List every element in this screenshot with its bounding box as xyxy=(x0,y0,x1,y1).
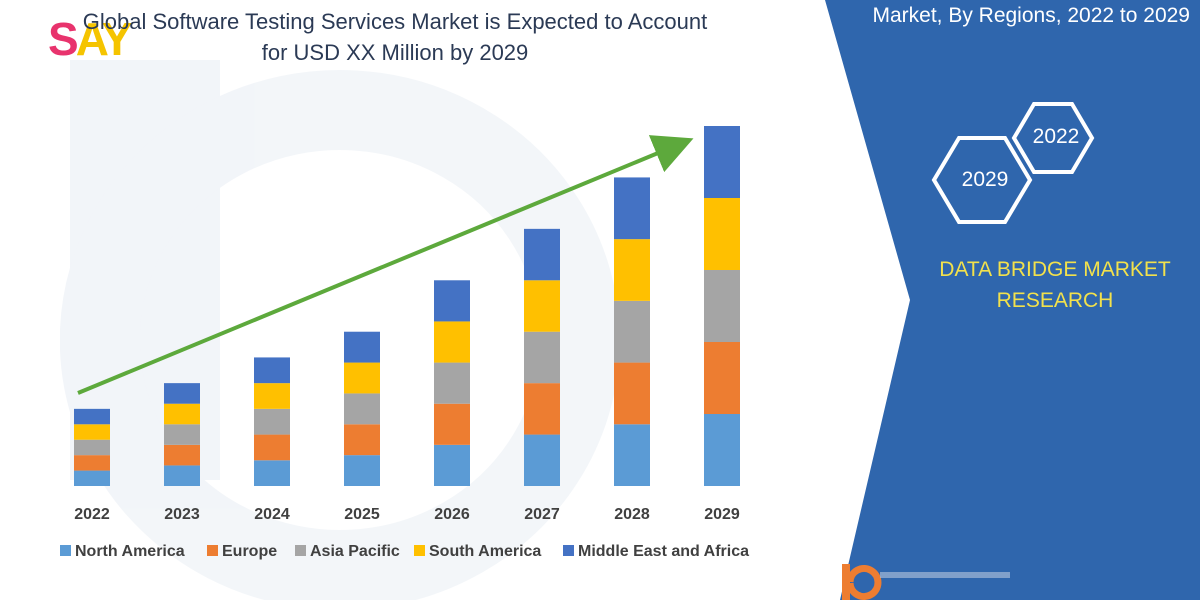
chart-title-line-1: Global Software Testing Services Market … xyxy=(82,9,708,34)
bar-2023-series-0 xyxy=(164,465,200,486)
brand-name: DATA BRIDGE MARKET RESEARCH xyxy=(920,254,1190,316)
bar-2028-series-3 xyxy=(614,239,650,301)
bar-2025-series-4 xyxy=(344,331,380,363)
bar-2029-series-3 xyxy=(704,198,740,270)
hexagon-2022-label: 2022 xyxy=(1032,125,1080,148)
say-logo: SAY xyxy=(48,13,132,65)
bar-2022-series-1 xyxy=(74,455,110,471)
bar-2025-series-3 xyxy=(344,362,380,394)
chart-title-line-2: for USD XX Million by 2029 xyxy=(261,40,529,65)
bar-2023-series-3 xyxy=(164,403,200,425)
x-tick-label: 2029 xyxy=(704,506,740,523)
legend-swatch xyxy=(414,545,425,556)
legend-label: Middle East and Africa xyxy=(578,543,749,560)
bar-2025-series-2 xyxy=(344,393,380,425)
data-bridge-mini-logo xyxy=(842,564,1010,600)
bar-2028-series-0 xyxy=(614,424,650,486)
bar-2027-series-1 xyxy=(524,383,560,435)
bar-2025-series-0 xyxy=(344,455,380,486)
legend-label: South America xyxy=(429,543,541,560)
x-tick-label: 2026 xyxy=(434,506,470,523)
bar-2026-series-4 xyxy=(434,280,470,322)
legend-label: Europe xyxy=(222,543,277,560)
x-tick-label: 2028 xyxy=(614,506,650,523)
chart-title: Global Software Testing Services Market … xyxy=(40,6,750,68)
legend-swatch xyxy=(563,545,574,556)
bar-2027-series-4 xyxy=(524,228,560,281)
bar-2023-series-2 xyxy=(164,424,200,445)
legend-swatch xyxy=(60,545,71,556)
brand-line-2: RESEARCH xyxy=(996,289,1114,312)
x-tick-label: 2023 xyxy=(164,506,200,523)
bar-2022-series-0 xyxy=(74,470,110,486)
stacked-bar-chart: 2022 2023 2024 2025 2026 2027 2028 2029 North A… xyxy=(60,126,749,560)
brand-line-1: DATA BRIDGE MARKET xyxy=(939,258,1171,281)
bar-2024-series-0 xyxy=(254,460,290,486)
bar-2026-series-1 xyxy=(434,403,470,445)
x-tick-label: 2025 xyxy=(344,506,380,523)
legend-item: Asia Pacific xyxy=(295,543,400,560)
bar-2026-series-3 xyxy=(434,321,470,363)
legend-item: South America xyxy=(414,543,541,560)
hexagon-2029-label: 2029 xyxy=(961,168,1009,191)
bar-2028-series-2 xyxy=(614,300,650,363)
bar-2025-series-1 xyxy=(344,424,380,456)
legend-label: North America xyxy=(75,543,185,560)
bar-2027-series-0 xyxy=(524,434,560,486)
bar-2024-series-4 xyxy=(254,357,290,384)
trend-arrow xyxy=(77,135,694,395)
legend-swatch xyxy=(207,545,218,556)
bar-2029-series-1 xyxy=(704,342,740,414)
legend-label: Asia Pacific xyxy=(310,543,400,560)
bar-2028-series-1 xyxy=(614,362,650,425)
legend-item: North America xyxy=(60,543,185,560)
bar-2022-series-2 xyxy=(74,439,110,456)
bar-2028-series-4 xyxy=(614,177,650,240)
bar-2024-series-1 xyxy=(254,434,290,461)
bar-2029-series-0 xyxy=(704,414,740,486)
bar-2026-series-0 xyxy=(434,444,470,486)
x-tick-label: 2027 xyxy=(524,506,560,523)
bar-2026-series-2 xyxy=(434,362,470,404)
bar-2022-series-4 xyxy=(74,408,110,425)
bar-2029-series-4 xyxy=(704,126,740,198)
side-title: Market, By Regions, 2022 to 2029 xyxy=(872,4,1190,27)
legend-swatch xyxy=(295,545,306,556)
bar-2022-series-3 xyxy=(74,424,110,440)
bar-2023-series-1 xyxy=(164,444,200,466)
x-tick-label: 2022 xyxy=(74,506,110,523)
hexagon-2022 xyxy=(1011,102,1095,174)
bar-2029-series-2 xyxy=(704,270,740,342)
bar-2027-series-2 xyxy=(524,331,560,384)
bar-2024-series-2 xyxy=(254,408,290,435)
legend-item: Europe xyxy=(207,543,277,560)
hexagon-2029 xyxy=(931,136,1033,224)
bar-2027-series-3 xyxy=(524,280,560,332)
legend-item: Middle East and Africa xyxy=(563,543,749,560)
bar-2023-series-4 xyxy=(164,383,200,404)
x-tick-label: 2024 xyxy=(254,506,290,523)
bar-2024-series-3 xyxy=(254,383,290,409)
